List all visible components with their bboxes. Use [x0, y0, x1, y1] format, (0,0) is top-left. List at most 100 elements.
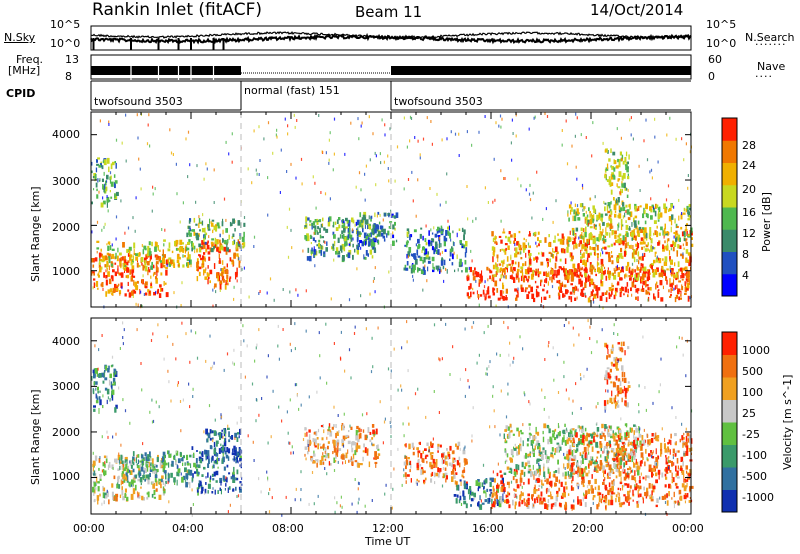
power-panel-cell [598, 233, 602, 240]
power-panel-cell [504, 297, 508, 301]
power-panel-noise [169, 128, 171, 132]
power-panel-noise [195, 200, 197, 204]
power-panel-cell [602, 239, 606, 244]
velocity-panel-cell [124, 461, 127, 466]
velocity-panel-cell [648, 483, 651, 489]
power-panel-noise [132, 295, 134, 298]
power-panel-cell [145, 254, 148, 257]
velocity-panel-cell [562, 429, 566, 435]
velocity-panel-cell [167, 473, 170, 479]
velocity-panel-cell [611, 447, 613, 453]
power-panel-noise [656, 255, 658, 259]
power-panel-cell [613, 274, 617, 280]
velocity-panel-cell [157, 468, 159, 473]
power-panel-cell [133, 248, 135, 255]
velocity-panel-cell [579, 438, 583, 445]
velocity-panel-cell [132, 468, 135, 473]
power-panel-cell [381, 232, 384, 237]
velocity-panel-cell [132, 458, 134, 464]
power-panel-noise [101, 228, 103, 232]
velocity-panel-cell [614, 432, 617, 436]
velocity-panel-cell [232, 471, 235, 475]
power-panel-cell [580, 267, 583, 271]
velocity-panel-cell [550, 454, 553, 458]
power-panel-cell [628, 245, 631, 249]
power-panel-noise [589, 197, 591, 201]
power-panel-cell [528, 284, 531, 288]
velocity-panel-cell [444, 458, 447, 464]
power-panel-cell [144, 285, 148, 289]
power-panel-noise [458, 132, 460, 136]
power-panel-cell [221, 271, 224, 277]
velocity-panel-cell [553, 471, 556, 474]
velocity-panel-cell [525, 503, 529, 507]
velocity-panel-cell [229, 436, 232, 440]
power-panel-cell [499, 290, 503, 296]
velocity-panel-cell [435, 472, 439, 477]
power-panel-cell [208, 256, 211, 261]
power-panel-cell [571, 269, 573, 273]
velocity-panel-cell [611, 401, 613, 405]
velocity-panel-cell [406, 458, 408, 465]
power-panel-cell [687, 295, 690, 302]
power-panel-noise [631, 262, 634, 266]
power-panel-noise [360, 246, 362, 250]
power-panel-cell [236, 242, 239, 248]
velocity-panel-cell [150, 462, 152, 467]
power-panel-cell [506, 267, 508, 273]
power-panel-cell [325, 247, 328, 252]
power-panel-cell [510, 266, 513, 272]
velocity-panel-cell [450, 471, 453, 475]
power-panel-cell [98, 262, 100, 269]
velocity-panel-cell [611, 485, 614, 491]
power-panel-noise [387, 167, 389, 170]
velocity-panel-cell [664, 473, 667, 477]
velocity-panel-cell [328, 423, 331, 429]
velocity-panel-cell [517, 464, 520, 471]
power-panel-cell [647, 213, 649, 219]
power-panel-cell [612, 151, 616, 156]
power-panel-noise [501, 117, 503, 121]
power-panel-noise [189, 227, 191, 231]
velocity-panel-cell [345, 434, 349, 438]
power-panel-cell [684, 281, 686, 286]
power-panel-noise [561, 129, 563, 132]
power-panel-cell [137, 252, 140, 256]
power-panel-cell [671, 282, 673, 289]
velocity-panel-cell [666, 458, 668, 462]
velocity-panel-cell [479, 495, 481, 501]
velocity-panel-cell [544, 450, 547, 455]
velocity-panel-cell [633, 455, 636, 461]
power-panel-cell [681, 284, 683, 291]
velocity-panel-cell [320, 425, 323, 428]
power-panel-cell [310, 242, 312, 245]
power-panel-noise [394, 179, 396, 183]
velocity-panel-cell [199, 482, 202, 487]
velocity-panel-cell [212, 430, 214, 434]
power-panel-cell [239, 243, 241, 249]
power-panel-cell [623, 293, 625, 296]
velocity-panel-cell [603, 479, 605, 482]
velocity-panel-cell [579, 468, 581, 473]
power-panel-noise [256, 172, 258, 176]
velocity-panel-cell [409, 469, 411, 473]
power-panel-noise [330, 297, 332, 301]
power-panel-cell [528, 256, 531, 259]
velocity-panel-cell [325, 452, 328, 459]
velocity-panel-cell [516, 427, 519, 432]
velocity-panel-cell [356, 442, 359, 448]
velocity-panel-cell [506, 466, 510, 470]
velocity-panel-cell [195, 458, 198, 464]
power-panel-cell [193, 245, 196, 250]
velocity-panel-cell [233, 447, 235, 453]
power-panel-cell [207, 228, 211, 231]
velocity-panel-cell [105, 365, 108, 371]
power-panel-cell [520, 284, 523, 290]
velocity-panel-cell [132, 456, 135, 461]
velocity-panel-cell [610, 381, 613, 384]
power-panel-cell [637, 296, 639, 301]
power-panel-cell [686, 223, 688, 226]
power-panel-noise [258, 173, 260, 176]
power-panel-cell [623, 250, 627, 257]
velocity-panel-cell [648, 453, 651, 457]
